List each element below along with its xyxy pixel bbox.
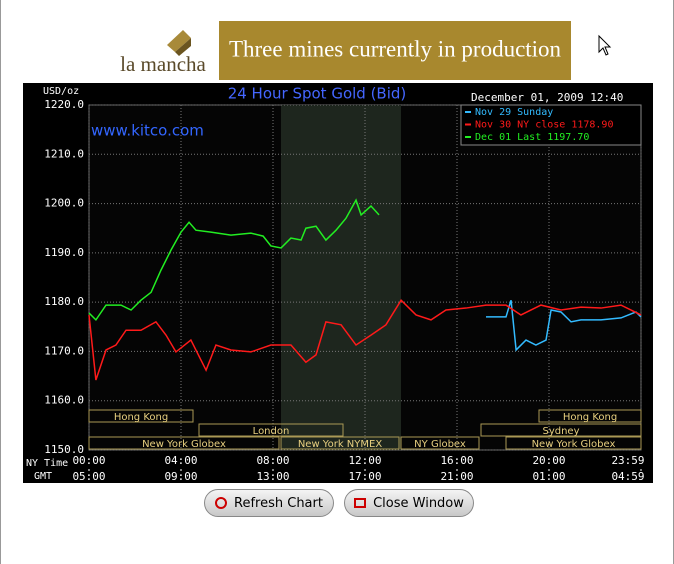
button-label: Refresh Chart	[234, 495, 323, 511]
nymex-shade	[281, 105, 401, 450]
logo-text: la mancha	[120, 52, 206, 76]
watermark: www.kitco.com	[91, 122, 204, 140]
session-label: New York Globex	[142, 439, 226, 450]
y-tick-label: 1170.0	[44, 344, 84, 357]
chart-title: 24 Hour Spot Gold (Bid)	[228, 85, 407, 103]
session-box	[198, 423, 344, 437]
session-label: NY Globex	[414, 439, 466, 450]
legend-label: Dec 01 Last 1197.70	[475, 132, 589, 143]
x2-axis-label: GMT	[34, 471, 52, 482]
x-tick-label: 04:00	[164, 454, 197, 467]
x-tick-label: 00:00	[72, 454, 105, 467]
banner	[219, 21, 571, 80]
x2-tick-label: 13:00	[256, 470, 289, 483]
x-tick-label: 08:00	[256, 454, 289, 467]
session-label: Hong Kong	[563, 412, 617, 423]
legend-box	[460, 104, 642, 146]
y-tick-label: 1190.0	[44, 246, 84, 259]
y-tick-label: 1200.0	[44, 197, 84, 210]
session-label: New York Globex	[532, 439, 616, 450]
chart-date: December 01, 2009 12:40	[471, 91, 623, 104]
x-tick-label: 12:00	[348, 454, 381, 467]
y-tick-label: 1150.0	[44, 443, 84, 456]
button-label: Close Window	[373, 495, 464, 511]
session-box	[88, 436, 280, 450]
close-button[interactable]: Close Window	[344, 489, 474, 517]
x2-tick-label: 17:00	[348, 470, 381, 483]
series-line	[88, 198, 380, 322]
x2-tick-label: 05:00	[72, 470, 105, 483]
x2-tick-label: 04:59	[611, 470, 644, 483]
y-tick-label: 1210.0	[44, 147, 84, 160]
session-box	[400, 436, 480, 450]
banner-text: Three mines currently in production	[229, 36, 562, 61]
x2-tick-label: 01:00	[532, 470, 565, 483]
x-tick-label: 16:00	[440, 454, 473, 467]
session-box	[505, 436, 642, 450]
logo: la mancha	[120, 30, 207, 76]
session-box	[480, 423, 642, 437]
session-box	[88, 409, 194, 423]
session-label: Sydney	[542, 426, 579, 437]
x-tick-label: 23:59	[611, 454, 644, 467]
x-axis-label: NY Time	[26, 458, 68, 469]
series-line	[88, 298, 642, 381]
x-tick-label: 20:00	[532, 454, 565, 467]
session-box	[538, 409, 642, 423]
legend-label: Nov 29 Sunday	[475, 107, 553, 118]
y-tick-label: 1180.0	[44, 295, 84, 308]
session-box	[280, 436, 400, 450]
x2-tick-label: 21:00	[440, 470, 473, 483]
session-label: Hong Kong	[114, 412, 168, 423]
refresh-button[interactable]: Refresh Chart	[204, 489, 334, 517]
x2-tick-label: 09:00	[164, 470, 197, 483]
chart: la mancha Three mines currently in produ…	[23, 21, 653, 483]
series-line	[485, 299, 642, 352]
y-axis-label: USD/oz	[43, 86, 79, 97]
session-label: London	[253, 426, 290, 437]
cursor	[598, 34, 612, 56]
y-tick-label: 1160.0	[44, 394, 84, 407]
legend-label: Nov 30 NY close 1178.90	[475, 120, 613, 131]
y-tick-label: 1220.0	[44, 98, 84, 111]
session-label: New York NYMEX	[298, 439, 383, 450]
